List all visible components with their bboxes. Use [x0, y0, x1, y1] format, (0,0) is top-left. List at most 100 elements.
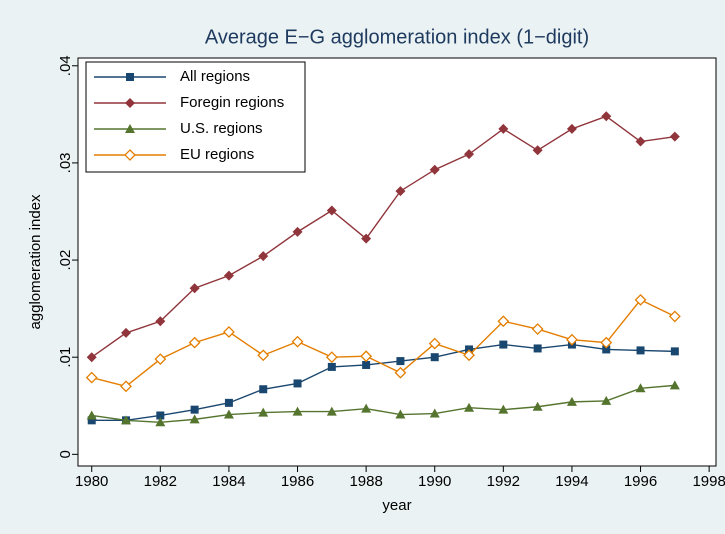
marker: [601, 111, 612, 122]
x-tick-label: 1988: [349, 473, 382, 490]
marker: [155, 316, 166, 327]
marker: [125, 124, 135, 133]
marker: [463, 349, 475, 362]
marker: [223, 409, 234, 419]
marker: [86, 352, 97, 363]
x-tick-label: 1980: [75, 473, 108, 490]
series-line: [91, 115, 675, 358]
marker: [326, 406, 337, 416]
marker: [86, 410, 97, 420]
marker: [601, 395, 612, 405]
marker: [669, 131, 680, 142]
y-tick-label: 0: [57, 450, 74, 458]
x-tick-label: 1984: [212, 473, 245, 490]
marker: [428, 337, 441, 350]
marker: [635, 136, 646, 147]
marker: [566, 123, 577, 134]
marker: [124, 149, 136, 161]
marker: [670, 347, 679, 356]
marker: [498, 123, 509, 134]
marker: [532, 401, 543, 411]
series-line: [91, 384, 675, 423]
marker: [532, 145, 543, 156]
marker: [531, 323, 544, 335]
marker: [497, 315, 510, 328]
chart-title: Average E−G agglomeration index (1−digit…: [205, 26, 589, 48]
marker: [293, 379, 302, 388]
marker: [188, 336, 201, 349]
series-line: [91, 343, 675, 422]
y-tick-label: .01: [57, 347, 74, 368]
x-tick-label: 1996: [624, 473, 657, 490]
marker: [223, 270, 234, 281]
marker: [360, 350, 373, 363]
legend-label: Foregin regions: [180, 94, 284, 111]
marker: [361, 403, 372, 413]
marker: [668, 310, 681, 323]
marker: [125, 98, 135, 108]
marker: [396, 357, 405, 366]
y-axis-label: agglomeration index: [27, 194, 44, 330]
marker: [292, 226, 303, 237]
x-tick-label: 1994: [555, 473, 588, 490]
x-tick-label: 1998: [692, 473, 725, 490]
marker: [224, 398, 233, 407]
marker: [155, 417, 166, 427]
marker: [394, 366, 407, 379]
y-tick-label: .03: [57, 152, 74, 173]
marker: [566, 333, 578, 346]
marker: [258, 407, 269, 417]
marker: [464, 149, 475, 160]
marker: [636, 346, 645, 355]
marker: [120, 380, 132, 393]
y-tick-label: .02: [57, 250, 74, 271]
legend-box: [85, 61, 306, 173]
marker: [189, 283, 200, 294]
marker: [126, 73, 134, 81]
marker: [429, 164, 440, 175]
marker: [190, 405, 199, 414]
marker: [600, 336, 613, 349]
marker: [154, 353, 167, 366]
marker: [121, 327, 132, 338]
marker: [85, 371, 98, 384]
marker: [602, 345, 611, 354]
marker: [464, 402, 475, 412]
marker: [325, 351, 338, 364]
x-tick-label: 1982: [144, 473, 177, 490]
marker: [258, 251, 269, 262]
marker: [259, 385, 268, 394]
marker: [669, 380, 680, 390]
marker: [499, 340, 508, 349]
marker: [291, 335, 304, 348]
marker: [498, 404, 509, 414]
x-tick-label: 1990: [418, 473, 451, 490]
marker: [121, 415, 132, 425]
marker: [156, 411, 165, 420]
marker: [429, 408, 440, 418]
marker: [326, 205, 337, 216]
x-tick-label: 1986: [281, 473, 314, 490]
legend-label: EU regions: [180, 146, 254, 163]
x-axis-label: year: [382, 497, 411, 514]
legend-label: All regions: [180, 68, 250, 85]
marker: [430, 353, 439, 362]
marker: [87, 416, 96, 425]
marker: [395, 409, 406, 419]
x-tick-label: 1992: [487, 473, 520, 490]
marker: [566, 396, 577, 406]
marker: [634, 293, 647, 306]
marker: [292, 406, 303, 416]
marker: [395, 186, 406, 197]
marker: [635, 383, 646, 393]
marker: [362, 360, 371, 369]
marker: [533, 344, 542, 353]
series-line: [91, 299, 676, 388]
marker: [257, 349, 270, 362]
marker: [327, 362, 336, 371]
marker: [361, 233, 372, 244]
marker: [223, 326, 235, 338]
y-tick-label: .04: [57, 55, 74, 76]
